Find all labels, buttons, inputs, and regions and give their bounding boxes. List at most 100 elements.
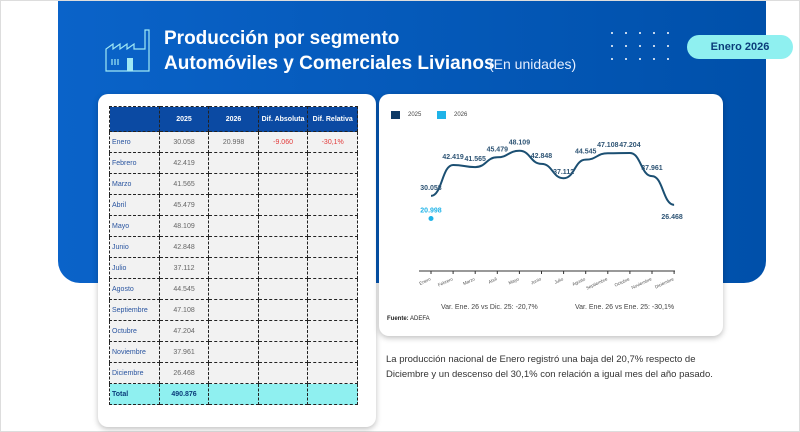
value-cell: 47.108 bbox=[158, 299, 210, 321]
legend-2026: 2026 bbox=[437, 111, 467, 119]
x-tick-label: Junio bbox=[530, 276, 542, 285]
value-cell bbox=[208, 173, 259, 195]
value-cell bbox=[307, 341, 358, 363]
value-cell: 42.419 bbox=[158, 152, 210, 174]
data-label: 47.204 bbox=[619, 142, 641, 149]
x-tick-label: Diciembre bbox=[654, 276, 675, 289]
data-label-2026: 20.998 bbox=[420, 208, 442, 215]
month-cell: Mayo bbox=[109, 215, 160, 237]
data-label: 42.848 bbox=[531, 153, 553, 160]
line-chart: Enero Febrero Marzo Abril Mayo Junio Julio Agos… bbox=[418, 140, 682, 291]
total-cell bbox=[257, 383, 309, 405]
x-tick-label: Abril bbox=[487, 276, 497, 284]
legend-swatch bbox=[391, 111, 400, 119]
legend-label: 2026 bbox=[454, 112, 468, 118]
value-cell bbox=[257, 362, 309, 384]
table-row: Septiembre 47.108 bbox=[109, 299, 358, 321]
value-cell bbox=[208, 320, 259, 342]
data-label: 37.112 bbox=[553, 169, 574, 176]
total-label: Total bbox=[109, 383, 160, 405]
value-cell: 44.545 bbox=[158, 278, 210, 300]
value-cell: 45.479 bbox=[158, 194, 210, 216]
value-cell bbox=[307, 299, 358, 321]
data-label: 37.961 bbox=[641, 165, 663, 172]
month-cell: Noviembre bbox=[109, 341, 160, 363]
x-tick-label: Septiembre bbox=[585, 276, 608, 290]
column-header: 2025 bbox=[158, 106, 210, 132]
data-label: 41.565 bbox=[464, 156, 486, 163]
column-header: Dif. Absoluta bbox=[257, 106, 309, 132]
total-cell bbox=[307, 383, 358, 405]
value-cell bbox=[257, 299, 309, 321]
source-label: Fuente: bbox=[387, 316, 409, 322]
month-cell: Marzo bbox=[109, 173, 160, 195]
value-cell bbox=[257, 215, 309, 237]
period-badge: Enero 2026 bbox=[687, 35, 793, 59]
table-row: Marzo 41.565 bbox=[109, 173, 358, 195]
production-table: 2025 2026 Dif. Absoluta Dif. Relativa Enero 3… bbox=[109, 106, 358, 405]
column-header: 2026 bbox=[208, 106, 259, 132]
value-cell bbox=[307, 278, 358, 300]
month-cell: Septiembre bbox=[109, 299, 160, 321]
value-cell bbox=[257, 278, 309, 300]
value-cell bbox=[208, 236, 259, 258]
value-cell bbox=[257, 341, 309, 363]
value-cell bbox=[257, 173, 309, 195]
table-row: Octubre 47.204 bbox=[109, 320, 358, 342]
month-cell: Junio bbox=[109, 236, 160, 258]
source-value: ADEFA bbox=[410, 316, 430, 322]
value-cell: -9.060 bbox=[257, 131, 309, 153]
table-card: 2025 2026 Dif. Absoluta Dif. Relativa Enero 3… bbox=[98, 94, 376, 427]
value-cell bbox=[257, 257, 309, 279]
column-header: Dif. Relativa bbox=[307, 106, 358, 132]
series-2025-line bbox=[430, 149, 675, 206]
value-cell bbox=[208, 362, 259, 384]
column-header bbox=[109, 106, 160, 132]
x-tick-label: Julio bbox=[554, 276, 565, 285]
value-cell bbox=[257, 320, 309, 342]
variation-monthly: Var. Ene. 26 vs Dic. 25: -20,7% bbox=[441, 304, 538, 311]
data-label: 30.058 bbox=[420, 185, 442, 192]
factory-icon bbox=[105, 29, 150, 72]
value-cell: -30,1% bbox=[307, 131, 358, 153]
x-tick-label: Agosto bbox=[571, 276, 586, 287]
value-cell: 37.112 bbox=[158, 257, 210, 279]
table-row: Diciembre 26.468 bbox=[109, 362, 358, 384]
value-cell bbox=[208, 341, 259, 363]
units-note: (En unidades) bbox=[489, 56, 577, 72]
value-cell: 37.961 bbox=[158, 341, 210, 363]
value-cell bbox=[208, 299, 259, 321]
value-cell bbox=[257, 152, 309, 174]
value-cell: 47.204 bbox=[158, 320, 210, 342]
table-row: Febrero 42.419 bbox=[109, 152, 358, 174]
page-subtitle: Automóviles y Comerciales Livianos bbox=[164, 53, 495, 74]
data-label: 44.545 bbox=[575, 149, 597, 156]
data-label: 47.108 bbox=[597, 142, 619, 149]
value-cell: 42.848 bbox=[158, 236, 210, 258]
value-cell bbox=[257, 194, 309, 216]
summary-text: La producción nacional de Enero registró… bbox=[386, 354, 713, 380]
total-cell: 490.876 bbox=[158, 383, 210, 405]
value-cell bbox=[208, 278, 259, 300]
value-cell bbox=[307, 236, 358, 258]
x-tick-label: Febrero bbox=[437, 276, 454, 287]
chart-card: 2025 2026 Enero Febrero Marzo Abril Mayo Juni… bbox=[379, 94, 723, 336]
total-row: Total 490.876 bbox=[109, 383, 358, 405]
table-row: Abril 45.479 bbox=[109, 194, 358, 216]
value-cell bbox=[307, 362, 358, 384]
value-cell bbox=[208, 194, 259, 216]
month-cell: Abril bbox=[109, 194, 160, 216]
month-cell: Agosto bbox=[109, 278, 160, 300]
table-row: Junio 42.848 bbox=[109, 236, 358, 258]
value-cell bbox=[257, 236, 309, 258]
value-cell bbox=[307, 257, 358, 279]
variation-yearly: Var. Ene. 26 vs Ene. 25: -30,1% bbox=[575, 304, 675, 311]
x-tick-label: Marzo bbox=[462, 276, 476, 286]
value-cell bbox=[307, 320, 358, 342]
value-cell: 41.565 bbox=[158, 173, 210, 195]
decorative-dots bbox=[611, 32, 681, 60]
month-cell: Julio bbox=[109, 257, 160, 279]
source-note: Fuente: ADEFA bbox=[387, 316, 430, 322]
value-cell bbox=[208, 152, 259, 174]
table-row: Agosto 44.545 bbox=[109, 278, 358, 300]
